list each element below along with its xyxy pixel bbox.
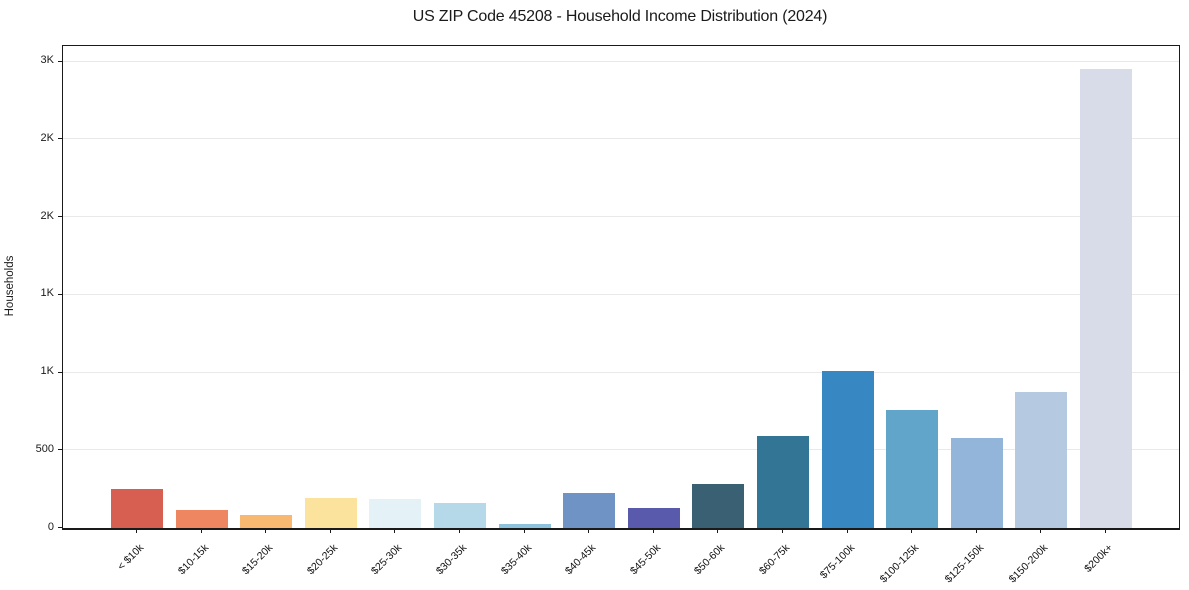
y-tick-label: 500 [35,442,54,455]
y-tick-mark [58,527,62,528]
x-tick-mark [459,529,460,533]
bar-$45-50k [627,508,680,528]
x-tick-mark [652,529,654,533]
x-tick-label-$200k+: $200k+ [1082,541,1116,575]
x-tick-label-$125-150k: $125-150k [942,541,987,586]
bar-$35-40k [498,523,551,528]
x-tick-label-$45-50k: $45-50k [627,541,664,578]
bar-$50-60k [692,483,745,528]
gridline-500 [63,449,1179,451]
x-tick-mark [588,529,590,533]
x-tick-label-$25-30k: $25-30k [369,541,405,578]
x-tick-mark [265,529,267,533]
bar-$40-45k [563,492,616,528]
y-tick-mark [58,449,62,451]
gridline-3K [63,60,1179,62]
x-tick-mark [975,529,977,533]
x-tick-mark [911,529,913,533]
gridline-1K [63,293,1179,295]
x-tick-mark [1105,529,1106,533]
bar-$200k+ [1080,69,1132,528]
bar-$60-75k [757,436,809,528]
x-tick-mark [136,529,137,533]
y-tick-mark [58,60,62,62]
y-tick-mark [58,138,62,140]
x-tick-label-$35-40k: $35-40k [498,541,534,578]
x-tick-label-$10-15k: $10-15k [175,541,211,578]
x-tick-label-< $10k: < $10k [115,541,147,573]
x-tick-label-$75-100k: $75-100k [817,541,857,582]
gridline-1K [63,371,1179,373]
x-tick-label-$50-60k: $50-60k [692,541,728,578]
bar-$15-20k [240,515,293,528]
bar-$30-35k [434,502,486,528]
y-tick-mark [58,216,62,218]
x-tick-label-$30-35k: $30-35k [433,541,470,578]
x-tick-label-$20-25k: $20-25k [304,541,341,578]
y-tick-label: 1K [40,365,54,378]
chart-title: US ZIP Code 45208 - Household Income Dis… [412,8,828,25]
y-tick-label: 2K [40,131,54,144]
x-tick-label-$100-125k: $100-125k [877,541,922,586]
x-tick-mark [523,529,525,533]
bar-< $10k [111,489,163,528]
bar-$75-100k [821,371,874,528]
y-axis-title: Households [4,255,16,317]
x-tick-mark [717,529,719,533]
y-tick-label: 0 [47,520,54,533]
x-tick-label-$40-45k: $40-45k [563,541,599,578]
x-tick-label-$15-20k: $15-20k [240,541,276,578]
bar-$100-125k [886,410,939,528]
bar-$20-25k [304,497,357,528]
y-tick-mark [58,293,62,295]
x-tick-label-$60-75k: $60-75k [756,541,793,578]
gridline-2K [63,216,1179,218]
x-tick-mark [200,529,202,533]
y-tick-mark [58,371,62,373]
x-tick-label-$150-200k: $150-200k [1007,541,1051,586]
x-tick-mark [782,529,783,533]
x-tick-mark [329,529,331,533]
y-tick-label: 1K [40,287,54,300]
x-tick-mark [394,529,396,533]
bar-$150-200k [1015,392,1068,528]
y-tick-label: 2K [40,209,54,222]
bar-$125-150k [950,437,1003,528]
bar-$10-15k [175,509,228,528]
x-tick-mark [846,529,848,533]
gridline-2K [63,138,1179,140]
y-tick-label: 3K [40,54,54,67]
plot-area [62,45,1180,530]
x-tick-mark [1040,529,1042,533]
bar-$25-30k [369,498,422,528]
